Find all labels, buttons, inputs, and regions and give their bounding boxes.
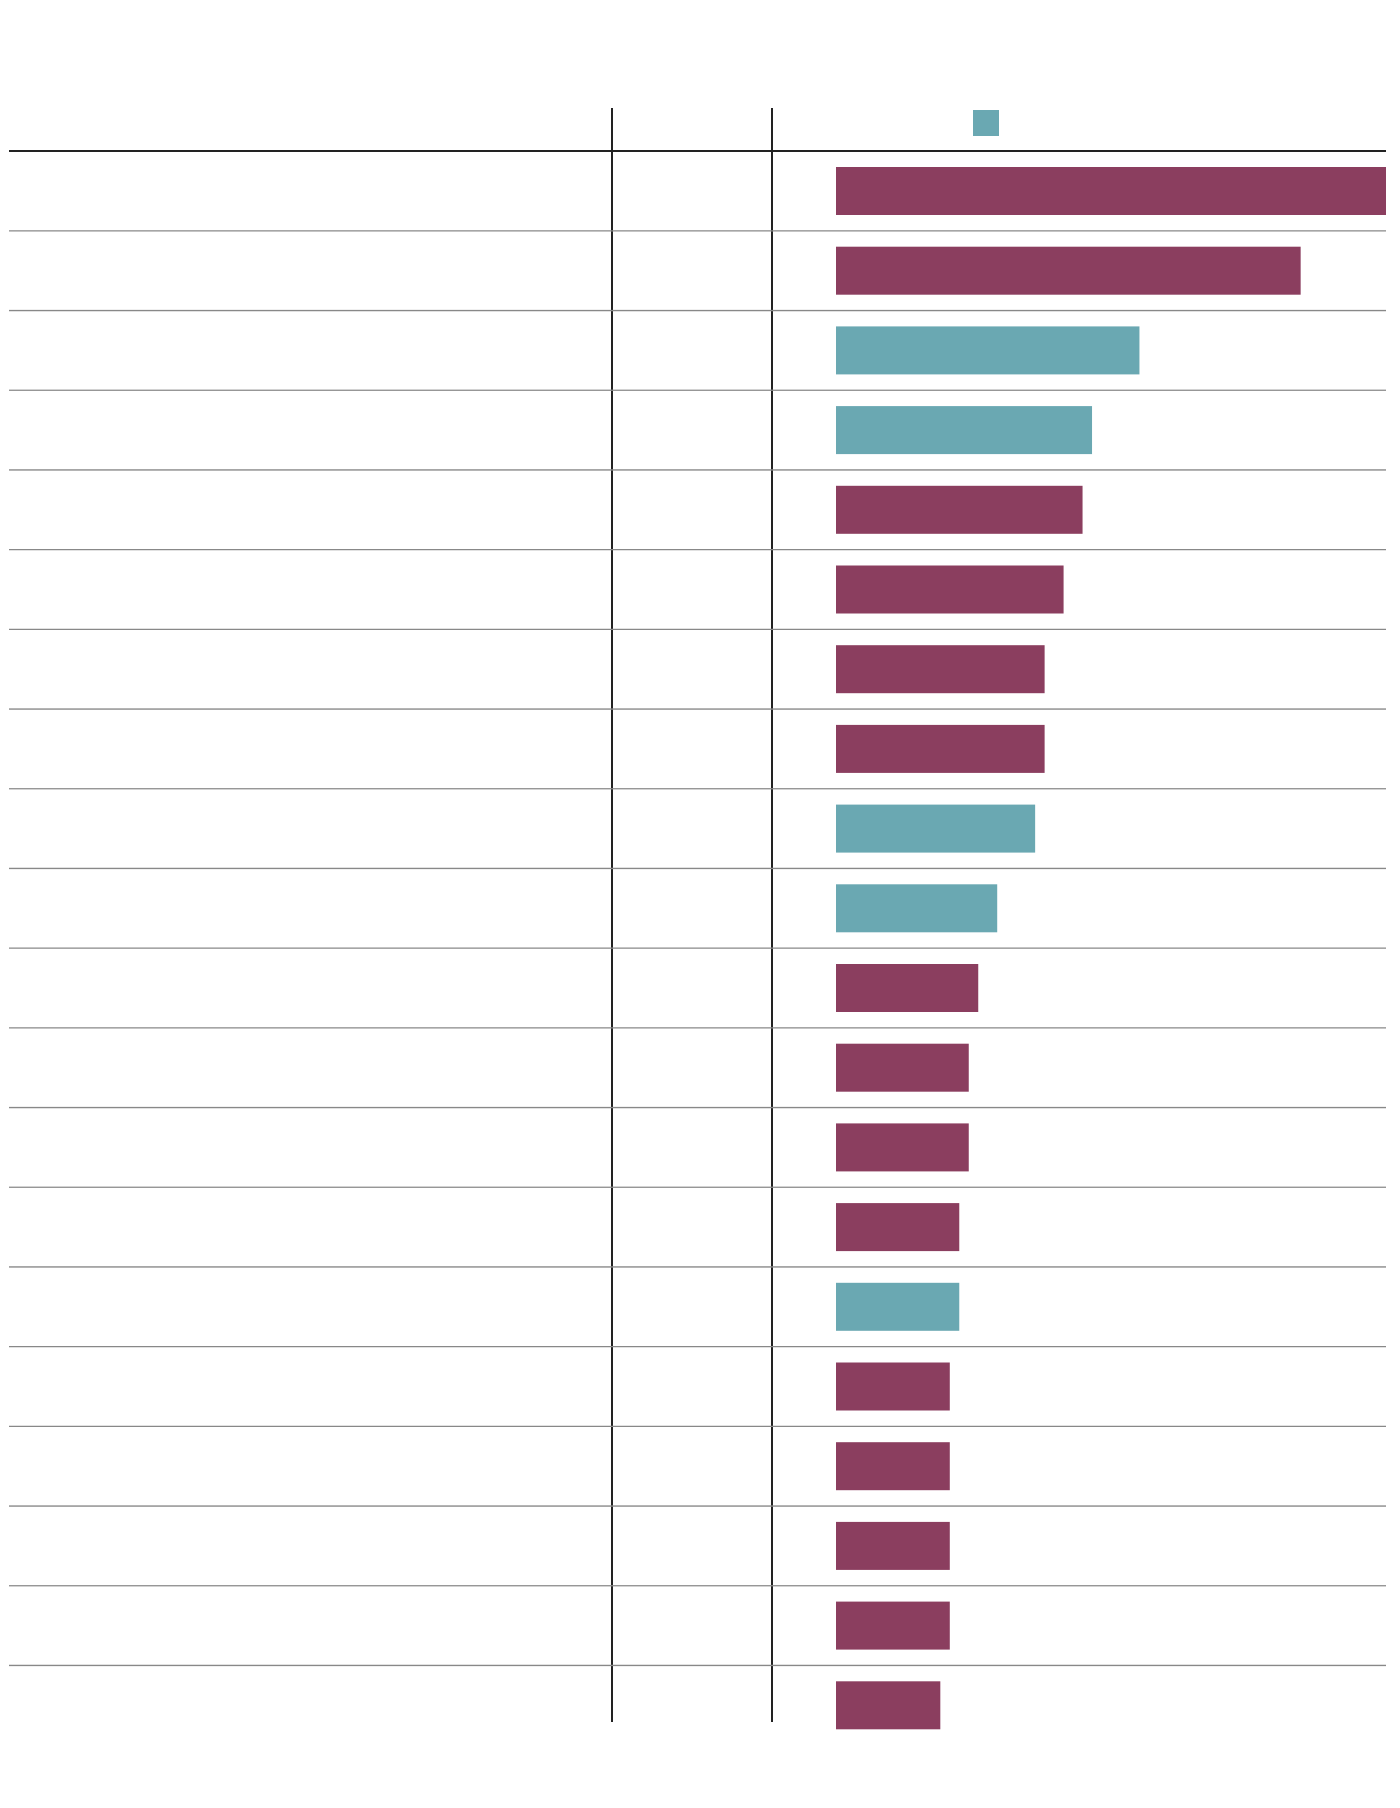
bar: [836, 167, 1386, 215]
bar: [836, 804, 1036, 853]
bar: [836, 1681, 941, 1730]
bar: [836, 565, 1064, 614]
bar: [836, 1043, 969, 1092]
bar: [836, 1282, 960, 1331]
bar: [836, 485, 1083, 534]
bar: [836, 964, 979, 1012]
bar: [836, 1123, 969, 1172]
bar: [836, 1521, 950, 1570]
bar: [836, 1442, 950, 1491]
bar: [836, 645, 1045, 694]
bar: [836, 1362, 950, 1411]
bar: [836, 884, 998, 933]
bar: [836, 1601, 950, 1650]
bar: [836, 326, 1140, 375]
bar: [836, 406, 1093, 455]
legend-swatch: [973, 110, 999, 136]
bar: [836, 724, 1045, 773]
bar: [836, 1203, 960, 1252]
bar: [836, 246, 1301, 295]
